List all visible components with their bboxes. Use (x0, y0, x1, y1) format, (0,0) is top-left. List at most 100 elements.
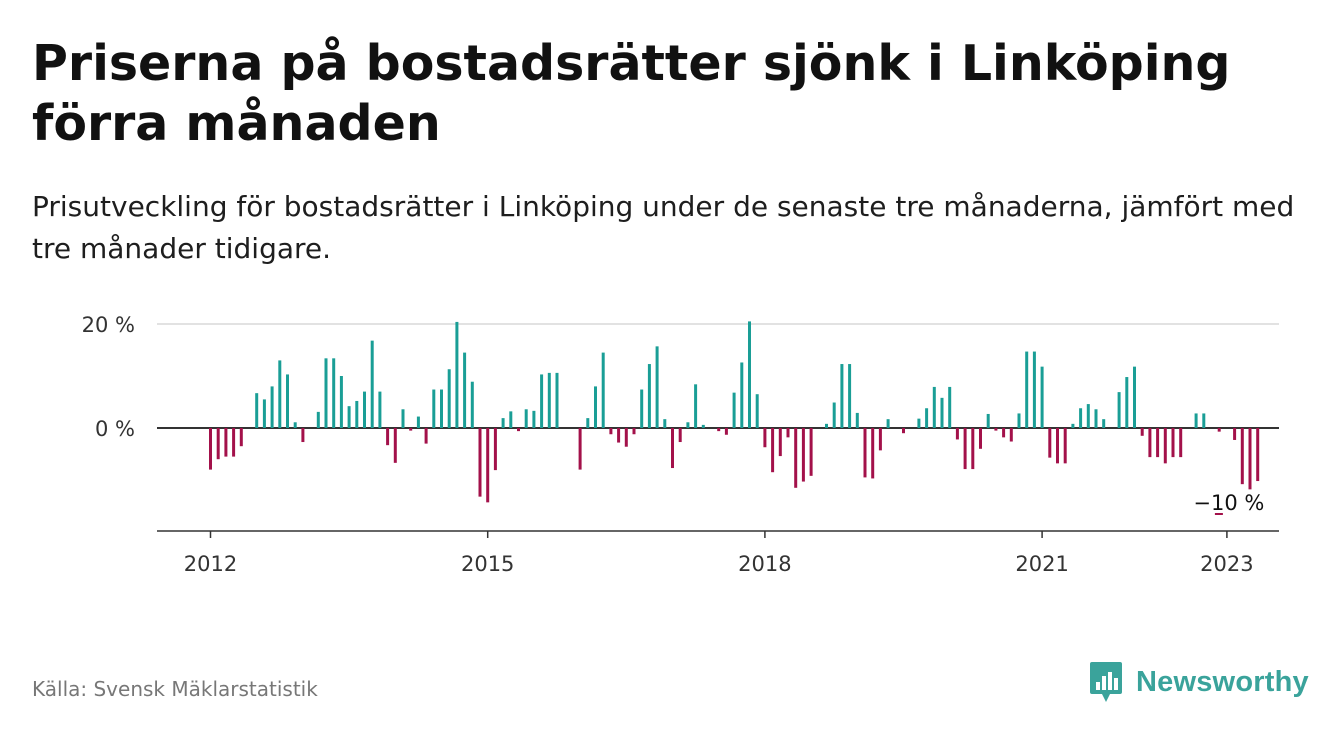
bar (370, 340, 374, 428)
bar (740, 362, 744, 428)
y-tick-label: 20 % (82, 313, 135, 337)
bar (386, 428, 390, 446)
bar (493, 428, 497, 471)
bar (678, 428, 682, 443)
brand-name: Newsworthy (1136, 665, 1309, 698)
x-tick-label: 2021 (1015, 552, 1068, 576)
bar (732, 392, 736, 428)
bar (209, 428, 212, 470)
bar (902, 428, 905, 434)
bar-chart-speech-bubble-icon (1090, 662, 1122, 702)
chart-title: Priserna på bostadsrätter sjönk i Linköp… (32, 35, 1231, 152)
bar (786, 428, 790, 438)
bar (1117, 392, 1121, 428)
bar (286, 374, 289, 428)
bar (324, 358, 328, 428)
bar (801, 428, 805, 482)
bar (517, 428, 520, 432)
bar (1063, 428, 1067, 464)
bar (617, 428, 621, 443)
bar (640, 389, 644, 428)
bar (1202, 413, 1206, 428)
bar (216, 428, 220, 460)
bar (1086, 404, 1090, 428)
bar (647, 364, 651, 428)
bar (555, 372, 559, 428)
bar (601, 352, 605, 428)
bar (1017, 413, 1021, 428)
x-tick-label: 2015 (461, 552, 514, 576)
bar (971, 428, 975, 470)
annotation-label: −10 % (1193, 491, 1264, 515)
bar (755, 394, 759, 428)
bar (1094, 409, 1098, 428)
bar (748, 321, 751, 428)
bar (1125, 377, 1129, 428)
bar (524, 409, 528, 428)
grid-layer: 20 % 0 % (82, 313, 1279, 441)
bar (232, 428, 236, 457)
bar (994, 428, 998, 431)
bar (663, 419, 667, 428)
x-tick-label: 2023 (1200, 552, 1253, 576)
bar (1079, 408, 1083, 428)
x-tick-label: 2012 (184, 552, 237, 576)
bar (339, 376, 343, 428)
bar (671, 428, 674, 469)
bar (832, 402, 836, 428)
chart-subtitle: Prisutveckling för bostadsrätter i Linkö… (32, 190, 1295, 265)
bar (363, 391, 366, 428)
bar (917, 418, 921, 428)
bar (293, 422, 297, 428)
bar (763, 428, 767, 448)
bar (840, 364, 844, 428)
bar (825, 423, 828, 428)
bar (440, 389, 443, 428)
bar (463, 352, 467, 428)
bar (424, 428, 428, 444)
bar (948, 386, 952, 428)
axis-layer: 2012 2015 2018 2021 2023 −10 % (157, 491, 1279, 576)
bar (316, 411, 320, 428)
bar (963, 428, 967, 470)
bar (624, 428, 628, 447)
bar (771, 428, 775, 473)
bar (940, 397, 944, 428)
bar (509, 411, 513, 428)
bar (355, 400, 359, 428)
bar (1102, 419, 1106, 428)
bar (262, 399, 266, 428)
bar (1048, 428, 1052, 458)
bar (1071, 423, 1075, 428)
bar (609, 428, 613, 435)
bar (871, 428, 875, 479)
bar (1240, 428, 1244, 485)
bar (1056, 428, 1059, 464)
bar-chart: 20 % 0 % 2012 2015 2018 2021 2023 −10 % (82, 313, 1279, 576)
bar (432, 389, 436, 428)
bar (416, 416, 420, 428)
bar (532, 410, 536, 428)
bar (578, 428, 582, 470)
bar (1179, 428, 1183, 458)
x-tick-label: 2018 (738, 552, 791, 576)
bar (278, 360, 282, 428)
brand-logo[interactable]: Newsworthy (1088, 660, 1309, 704)
bar (855, 412, 859, 428)
bar (778, 428, 782, 457)
bar (447, 369, 451, 428)
bar (486, 428, 490, 503)
bar (886, 419, 890, 428)
bar (1009, 428, 1013, 442)
bar (701, 424, 705, 428)
bar (224, 428, 228, 457)
bar (794, 428, 798, 488)
bar (848, 364, 852, 428)
bar (1233, 428, 1237, 440)
bar (1217, 428, 1221, 432)
bar (1032, 351, 1036, 428)
bar (1156, 428, 1160, 458)
bar (717, 428, 721, 432)
bar (1040, 366, 1044, 428)
bar (332, 358, 336, 428)
